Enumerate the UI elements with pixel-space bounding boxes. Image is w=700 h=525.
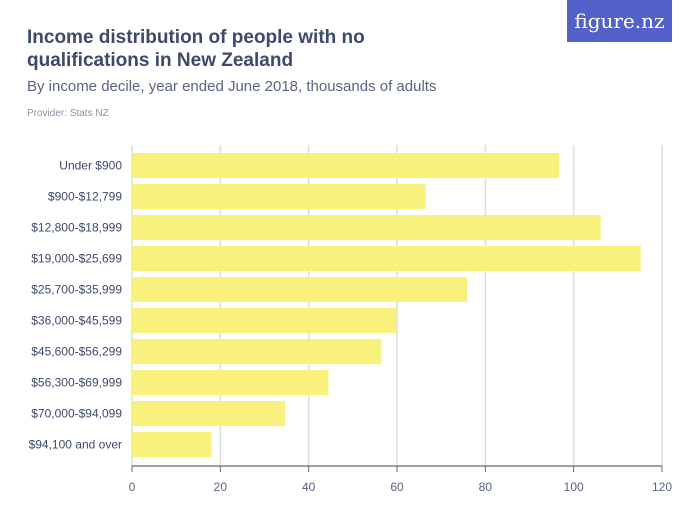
- chart-title: Income distribution of people with no qu…: [27, 27, 365, 71]
- category-label: $19,000-$25,699: [31, 252, 122, 266]
- x-tick-label: 20: [214, 480, 228, 494]
- bar: [132, 432, 212, 457]
- x-tick-label: 0: [129, 480, 136, 494]
- bar: [132, 308, 397, 333]
- bar: [132, 184, 426, 209]
- bar: [132, 246, 641, 271]
- category-label: $70,000-$94,099: [31, 407, 122, 421]
- x-tick-label: 40: [302, 480, 316, 494]
- x-tick-label: 100: [564, 480, 584, 494]
- category-label: $25,700-$35,999: [31, 283, 122, 297]
- provider-label: Provider: Stats NZ: [27, 108, 109, 119]
- category-label: $94,100 and over: [29, 438, 122, 452]
- figure-nz-logo[interactable]: figure.nz: [567, 0, 672, 42]
- category-label: $45,600-$56,299: [31, 345, 122, 359]
- x-tick-label: 120: [652, 480, 672, 494]
- bar: [132, 215, 601, 240]
- category-label: $900-$12,799: [48, 190, 122, 204]
- bar: [132, 153, 560, 178]
- bar: [132, 277, 468, 302]
- bar: [132, 401, 286, 426]
- category-label: $12,800-$18,999: [31, 221, 122, 235]
- category-label: Under $900: [59, 159, 122, 173]
- category-label: $56,300-$69,999: [31, 376, 122, 390]
- x-tick-label: 60: [390, 480, 404, 494]
- category-label: $36,000-$45,599: [31, 314, 122, 328]
- x-tick-label: 80: [479, 480, 493, 494]
- logo-text: figure.nz: [574, 9, 665, 33]
- bar: [132, 370, 329, 395]
- chart-subtitle: By income decile, year ended June 2018, …: [27, 78, 437, 95]
- bar: [132, 339, 382, 364]
